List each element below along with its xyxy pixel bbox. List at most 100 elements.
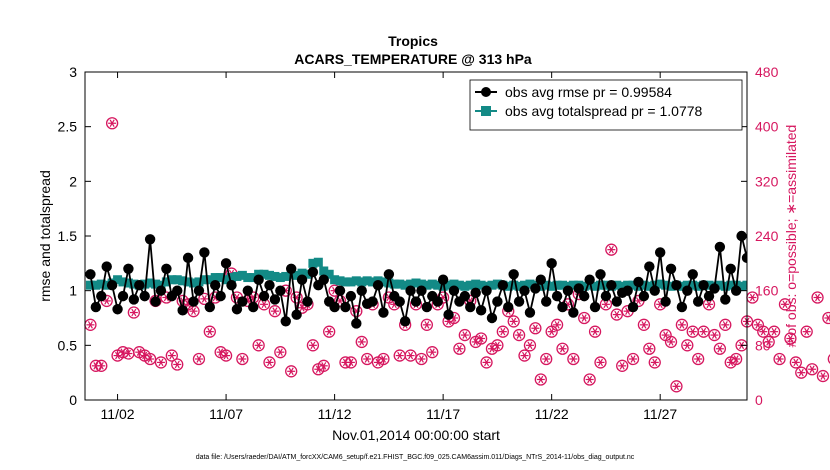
obs-marker: [729, 352, 743, 366]
spread-marker: [232, 271, 242, 281]
spread-marker: [113, 275, 123, 285]
rmse-marker: [253, 274, 264, 285]
legend: obs avg rmse pr = 0.99584 obs avg totals…: [469, 79, 743, 131]
spread-marker: [302, 269, 312, 279]
spread-marker: [227, 273, 237, 283]
spread-marker: [628, 280, 638, 290]
rmse-marker: [579, 290, 590, 302]
spread-marker: [308, 258, 318, 268]
rmse-marker: [497, 280, 509, 291]
rmse-marker: [139, 290, 150, 302]
obs-marker: [458, 328, 471, 342]
obs-marker: [377, 352, 390, 366]
spread-marker: [167, 275, 177, 285]
spread-marker: [416, 279, 426, 289]
rmse-marker: [481, 285, 492, 296]
rmse-marker: [687, 269, 698, 280]
spread-marker: [183, 277, 193, 287]
rmse-marker: [654, 247, 666, 258]
obs-marker: [192, 352, 206, 366]
obs-marker: [203, 325, 216, 338]
rmse-marker: [302, 296, 313, 307]
obs-marker: [496, 325, 509, 338]
obs-marker: [474, 332, 488, 345]
obs-marker: [643, 342, 656, 355]
obs-marker: [757, 325, 770, 338]
rmse-marker: [394, 296, 405, 307]
obs-marker: [187, 305, 200, 318]
rmse-marker: [508, 269, 519, 280]
rmse-marker: [193, 285, 205, 296]
spread-marker: [254, 269, 264, 279]
obs-marker: [578, 311, 591, 325]
rmse-marker: [627, 301, 639, 313]
rmse-marker: [812, 285, 822, 295]
spread-marker: [541, 280, 551, 290]
rmse-marker: [519, 285, 530, 296]
rmse-marker: [692, 296, 704, 307]
obs-marker: [778, 298, 792, 311]
y-right-tick-label: 480: [755, 64, 779, 80]
rmse-marker: [280, 316, 291, 327]
obs-marker: [361, 352, 374, 366]
rmse-marker: [106, 280, 118, 291]
obs-marker: [518, 349, 531, 362]
rmse-marker: [758, 264, 768, 274]
spread-marker: [281, 271, 291, 281]
rmse-marker: [551, 290, 563, 302]
rmse-marker: [237, 296, 248, 307]
rmse-marker: [410, 296, 422, 307]
spread-marker: [118, 277, 128, 287]
rmse-marker: [340, 301, 351, 313]
rmse-marker: [649, 285, 660, 296]
obs-marker: [762, 335, 775, 349]
rmse-marker: [764, 302, 774, 312]
obs-marker: [811, 291, 824, 304]
obs-marker: [285, 365, 298, 378]
rmse-marker: [513, 296, 525, 307]
rmse-marker: [638, 290, 650, 302]
rmse-marker: [720, 294, 731, 305]
spread-marker: [693, 281, 703, 291]
rmse-marker: [660, 296, 671, 307]
y-right-tick-label: 160: [755, 283, 779, 299]
spread-marker: [444, 280, 454, 290]
spread-marker: [368, 277, 378, 287]
obs-marker: [323, 325, 336, 338]
rmse-marker: [264, 280, 275, 291]
spread-marker: [406, 279, 416, 289]
spread-marker: [454, 280, 464, 290]
spread-marker: [460, 281, 470, 291]
spread-marker: [411, 278, 421, 288]
spread-marker: [324, 269, 334, 279]
legend-rmse-marker: [481, 87, 491, 97]
y-right-tick-label: 80: [755, 337, 771, 353]
obs-marker: [540, 352, 553, 366]
obs-marker: [719, 318, 732, 331]
obs-marker: [165, 349, 178, 362]
rmse-marker: [372, 280, 384, 291]
obs-marker: [692, 352, 705, 366]
spread-marker: [433, 280, 443, 290]
spread-marker: [737, 281, 747, 291]
obs-marker: [534, 373, 547, 386]
spread-marker: [682, 280, 692, 290]
y-tick-label: 2.5: [58, 119, 78, 135]
rmse-marker: [709, 283, 720, 294]
obs-marker: [773, 352, 786, 366]
y-tick-label: 3: [69, 64, 77, 80]
obs-marker: [594, 356, 607, 369]
rmse-marker: [671, 280, 682, 291]
spread-marker: [96, 279, 106, 289]
rmse-series: [85, 230, 822, 329]
spread-marker: [156, 280, 166, 290]
spread-marker: [351, 276, 361, 286]
spread-marker: [140, 279, 150, 289]
rmse-marker: [258, 290, 270, 302]
spread-marker: [677, 281, 687, 291]
obs-marker: [453, 342, 466, 355]
rmse-marker: [248, 301, 259, 313]
spread-marker: [726, 280, 736, 290]
spread-marker: [655, 279, 665, 289]
rmse-marker: [226, 280, 237, 291]
